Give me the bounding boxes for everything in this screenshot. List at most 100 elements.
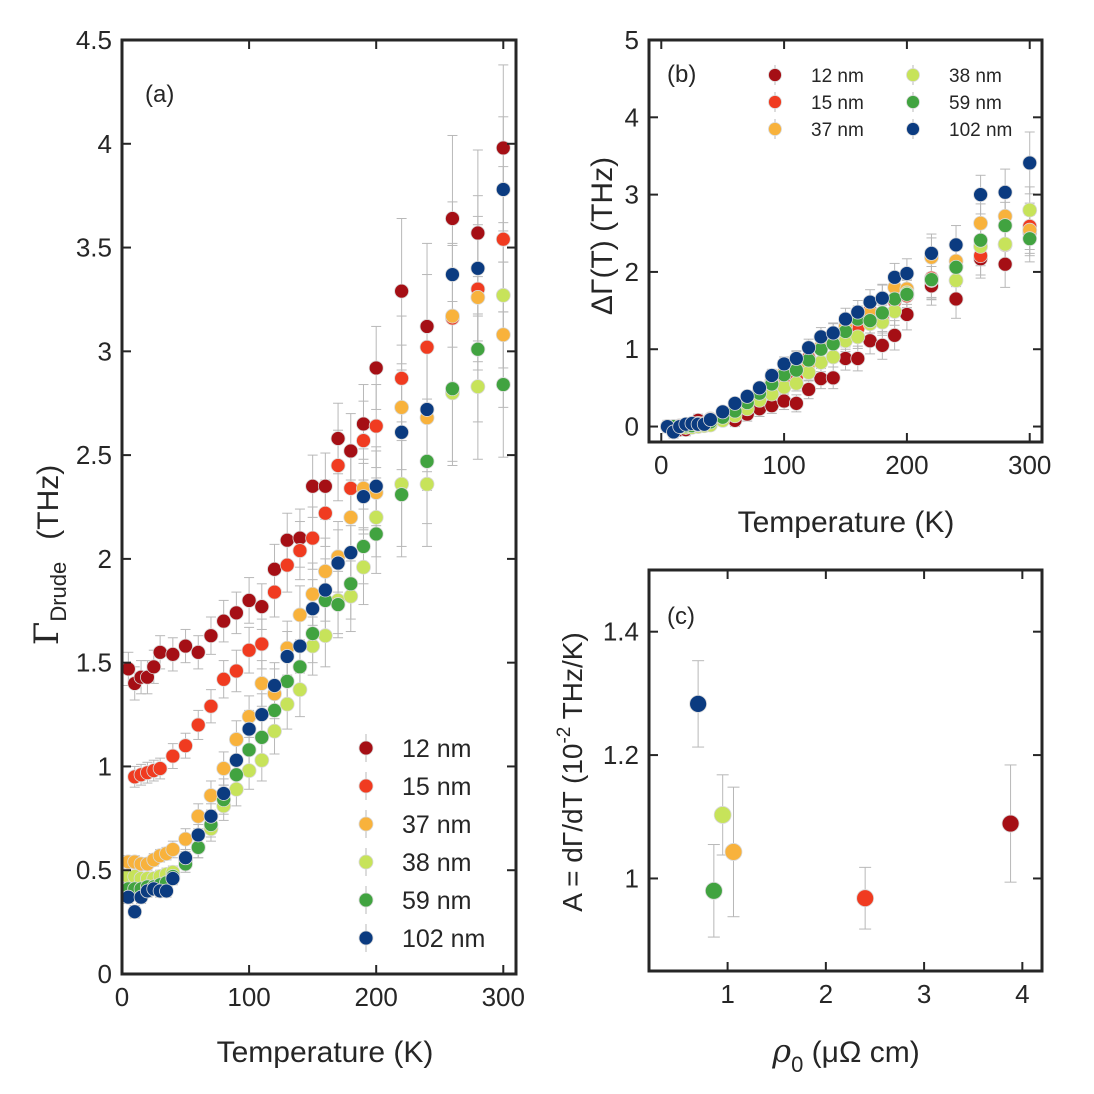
panel-b-points [660, 155, 1038, 440]
point-102-nm [241, 721, 257, 737]
point-15-nm [394, 370, 410, 386]
point-38-nm [850, 329, 866, 345]
x-tick-label: 0 [115, 982, 129, 1012]
point-102-nm [752, 380, 767, 396]
legend-marker-12-nm [358, 740, 374, 756]
x-tick-label: 4 [1015, 979, 1029, 1009]
point-59-nm [190, 839, 206, 855]
point-102-nm [862, 294, 878, 310]
point-38-nm [343, 588, 359, 604]
panel-c-errorbars [692, 660, 1017, 938]
legend-marker-38-nm [906, 68, 920, 82]
point-12-nm [470, 225, 486, 241]
panel-c-xlabel-rho: ρ [771, 1032, 791, 1070]
panel-b-xlabel: Temperature (K) [738, 506, 955, 539]
point-15-nm [152, 761, 168, 776]
point-59-nm [419, 453, 435, 469]
x-tick-label: 0 [654, 450, 668, 480]
point-102-nm [689, 694, 708, 713]
point-59-nm [973, 232, 988, 248]
point-12-nm [254, 599, 270, 615]
point-12-nm [178, 638, 193, 654]
point-102-nm [317, 582, 333, 598]
legend-label-37-nm: 37 nm [811, 120, 864, 141]
point-59-nm [470, 341, 486, 357]
point-59-nm [254, 729, 270, 745]
point-59-nm [330, 597, 346, 612]
point-102-nm [703, 412, 718, 427]
point-15-nm [165, 748, 181, 764]
panel-b-errorbars [662, 131, 1035, 439]
y-tick-label: 2 [98, 544, 112, 574]
legend-label-15-nm: 15 nm [402, 773, 471, 801]
point-15-nm [292, 543, 308, 558]
point-37-nm [973, 215, 988, 231]
point-59-nm [801, 352, 817, 368]
point-12-nm [190, 644, 206, 660]
point-37-nm [495, 327, 511, 343]
y-tick-label: 0 [625, 412, 639, 442]
point-59-nm [1022, 231, 1038, 247]
point-38-nm [825, 349, 841, 365]
point-12-nm [850, 351, 866, 366]
panel-a-ylabel-gamma: Γ [27, 622, 67, 646]
point-102-nm [356, 489, 371, 505]
point-102-nm [776, 356, 792, 372]
point-12-nm [445, 211, 460, 226]
panel-c-xlabel: ρ0 (μΩ cm) [771, 1032, 919, 1077]
point-12-nm [330, 431, 346, 446]
point-15-nm [317, 505, 333, 521]
point-37-nm [724, 843, 743, 861]
y-tick-label: 0.5 [76, 855, 112, 885]
point-59-nm [838, 324, 853, 339]
point-38-nm [317, 628, 333, 644]
legend-label-37-nm: 37 nm [402, 811, 471, 839]
y-tick-label: 3 [625, 180, 639, 210]
panel-c-ylabel-exp: -2 [554, 727, 575, 744]
point-102-nm [178, 850, 193, 866]
panel-b-axes: 0 100 200 300 0 1 2 3 4 5 [625, 25, 1052, 480]
y-tick-label: 0 [98, 959, 112, 989]
point-12-nm [801, 382, 817, 397]
point-15-nm [241, 642, 257, 658]
panel-c-tag: (c) [667, 603, 695, 630]
point-102-nm [924, 245, 939, 261]
legend-marker-15-nm [768, 95, 782, 109]
point-12-nm [874, 337, 890, 353]
legend-marker-102-nm [906, 122, 920, 136]
legend-label-38-nm: 38 nm [402, 849, 471, 877]
panel-a-axes-box [120, 38, 518, 976]
point-102-nm [850, 304, 866, 320]
point-15-nm [228, 663, 244, 679]
legend-label-12-nm: 12 nm [811, 66, 864, 87]
point-37-nm [394, 399, 410, 415]
point-38-nm [368, 509, 384, 525]
point-12-nm [216, 613, 232, 629]
point-15-nm [190, 717, 206, 733]
point-15-nm [495, 231, 511, 247]
panel-a-axes: 0 100 200 300 0 0.5 1 1.5 2 2.5 3 3.5 4 4.5 [76, 25, 525, 1012]
point-38-nm [1022, 202, 1038, 218]
point-102-nm [788, 351, 804, 366]
point-38-nm [801, 365, 817, 380]
point-59-nm [899, 286, 915, 302]
point-102-nm [305, 601, 321, 617]
point-37-nm [445, 308, 460, 324]
x-tick-label: 2 [819, 979, 833, 1009]
point-102-nm [997, 184, 1013, 200]
legend-label-15-nm: 15 nm [811, 93, 864, 114]
panel-b-tag: (b) [667, 61, 696, 88]
y-tick-label: 1.2 [603, 740, 639, 770]
panel-c-ylabel-tail: THz/K) [557, 632, 588, 726]
point-12-nm [292, 530, 308, 546]
point-38-nm [788, 375, 804, 391]
point-38-nm [997, 236, 1013, 252]
point-15-nm [368, 418, 384, 434]
point-59-nm [862, 313, 878, 329]
point-12-nm [776, 393, 792, 409]
point-59-nm [228, 767, 244, 783]
point-12-nm [152, 644, 168, 660]
point-12-nm [495, 140, 511, 156]
point-59-nm [394, 487, 410, 502]
